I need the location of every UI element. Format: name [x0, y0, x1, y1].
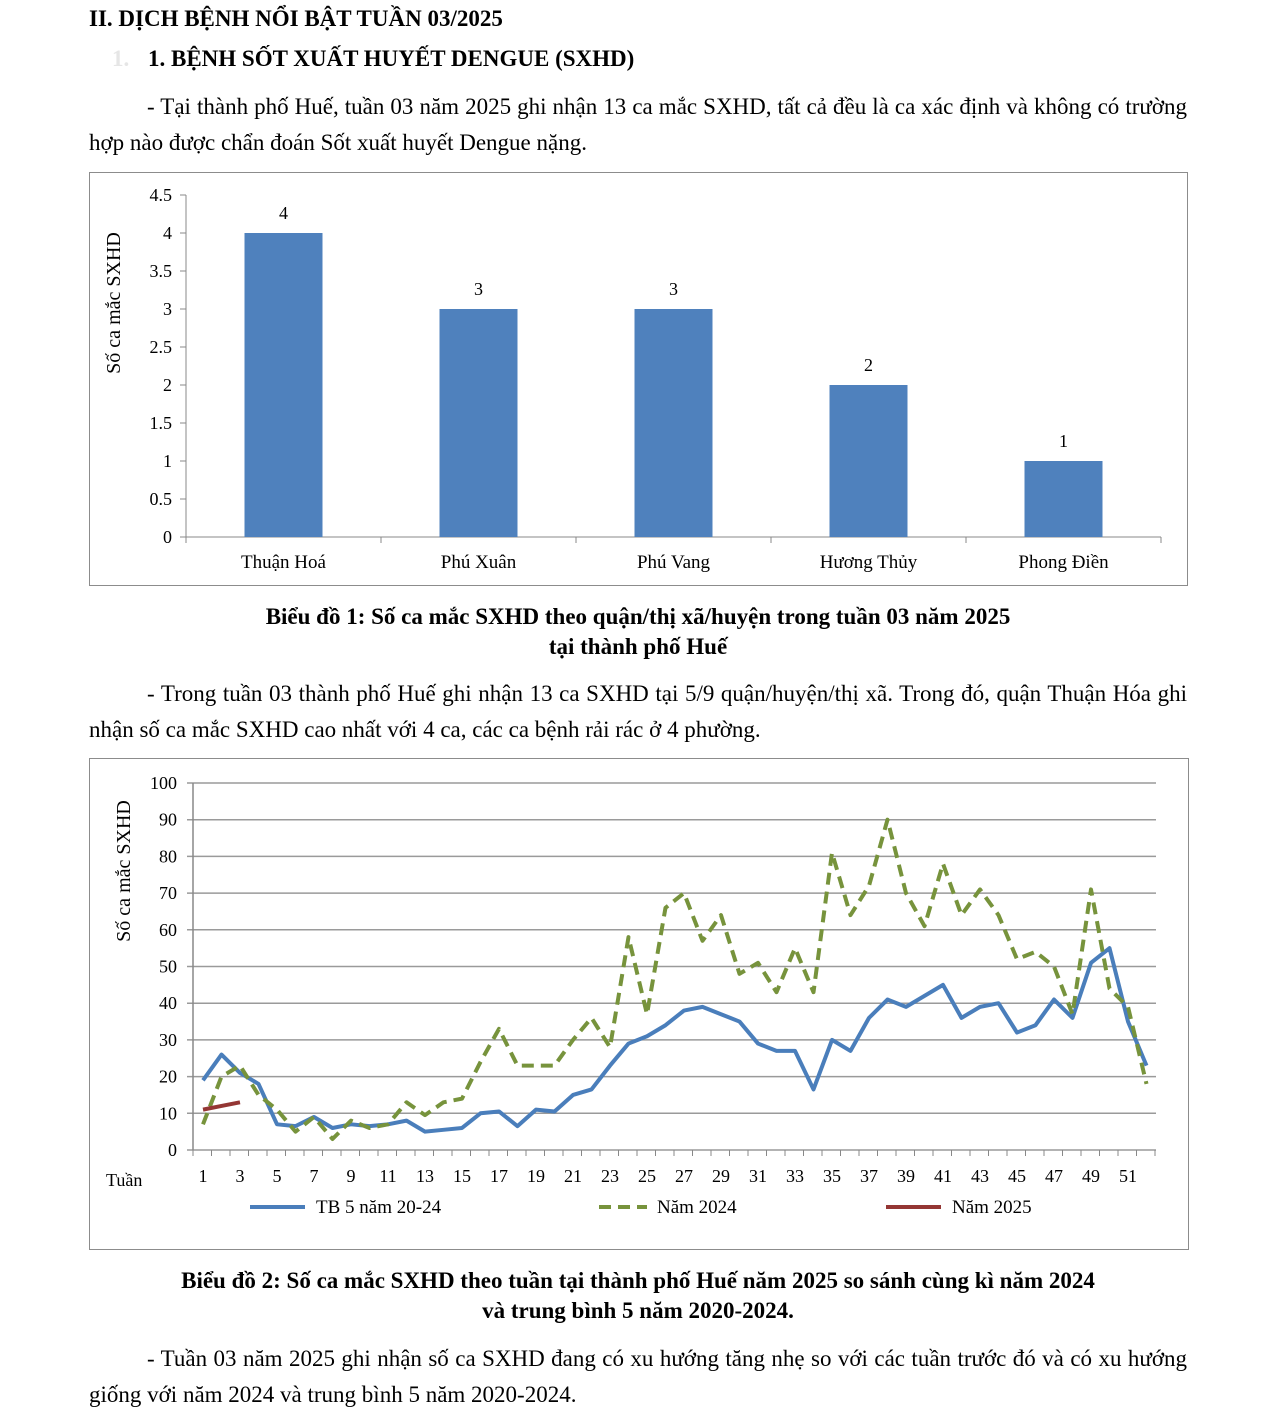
x-tick-label: 21 [564, 1166, 582, 1186]
line-chart: 0 10 20 30 40 50 60 70 80 90 100 1 3 5 7 9 11 13 15 17 19 21 2… [89, 758, 1189, 1250]
data-label: 2 [864, 355, 873, 375]
x-tick-label: 15 [453, 1166, 471, 1186]
legend-label: TB 5 năm 20-24 [316, 1197, 442, 1218]
bar [634, 309, 713, 537]
y-tick-label: 10 [159, 1103, 177, 1123]
legend-label: Năm 2025 [952, 1197, 1032, 1218]
x-tick-label: 1 [199, 1166, 208, 1186]
x-tick-label: Phú Xuân [441, 552, 517, 573]
series-line [202, 1100, 241, 1112]
x-tick-label: 5 [273, 1166, 282, 1186]
caption-line: Biểu đồ 1: Số ca mắc SXHD theo quận/thị … [265, 604, 1011, 629]
caption-line: tại thành phố Huế [548, 634, 728, 659]
data-label: 3 [669, 279, 678, 299]
paragraph-1: - Tại thành phố Huế, tuần 03 năm 2025 gh… [89, 94, 1187, 155]
y-axis-title: Số ca mắc SXHD [113, 800, 135, 942]
x-tick-label: 41 [934, 1166, 952, 1186]
bar [829, 385, 908, 537]
y-tick-label: 4.5 [150, 185, 173, 205]
subsection-title: 1. BỆNH SỐT XUẤT HUYẾT DENGUE (SXHD) [148, 46, 635, 71]
x-tick-label: 7 [310, 1166, 319, 1186]
x-tick-label: Thuận Hoá [241, 552, 327, 573]
bar [1024, 461, 1103, 537]
y-tick-label: 2 [163, 375, 172, 395]
x-tick-label: 35 [823, 1166, 841, 1186]
bar-chart: 0 0.5 1 1.5 2 2.5 3 3.5 4 4.5 4 Thuận Hoá 3 Phú Xuân 3… [89, 172, 1188, 586]
caption-line: Biểu đồ 2: Số ca mắc SXHD theo tuần tại … [181, 1268, 1095, 1293]
x-tick-label: 27 [675, 1166, 693, 1186]
x-tick-label: 17 [490, 1166, 508, 1186]
x-tick-label: 13 [416, 1166, 434, 1186]
x-tick-label: 37 [860, 1166, 878, 1186]
legend-label: Năm 2024 [657, 1197, 737, 1218]
x-tick-label: Phú Vang [637, 552, 711, 573]
y-tick-label: 0.5 [150, 489, 173, 509]
x-tick-label: Phong Điền [1018, 552, 1109, 573]
x-tick-label: Hương Thủy [820, 552, 918, 573]
bar-chart-svg: 0 0.5 1 1.5 2 2.5 3 3.5 4 4.5 4 Thuận Hoá 3 Phú Xuân 3… [103, 185, 1162, 573]
x-tick-label: 19 [527, 1166, 545, 1186]
x-tick-label: 11 [379, 1166, 396, 1186]
x-tick-label: 25 [638, 1166, 656, 1186]
x-tick-label: 23 [601, 1166, 619, 1186]
y-axis-title: Số ca mắc SXHD [103, 232, 125, 374]
y-tick-label: 4 [163, 223, 172, 243]
x-axis-title: Tuần [106, 1170, 142, 1190]
y-tick-label: 1 [163, 451, 172, 471]
x-tick-label: 45 [1008, 1166, 1026, 1186]
y-tick-label: 0 [168, 1140, 177, 1160]
x-tick-label: 3 [236, 1166, 245, 1186]
y-tick-label: 80 [159, 846, 177, 866]
data-label: 1 [1059, 431, 1068, 451]
y-tick-label: 40 [159, 993, 177, 1013]
bar [439, 309, 518, 537]
y-tick-label: 100 [150, 773, 177, 793]
x-tick-label: 33 [786, 1166, 804, 1186]
x-tick-label: 49 [1082, 1166, 1100, 1186]
y-tick-label: 30 [159, 1030, 177, 1050]
y-tick-label: 50 [159, 957, 177, 977]
caption-line: và trung bình 5 năm 2020-2024. [482, 1298, 794, 1323]
x-tick-label: 47 [1045, 1166, 1063, 1186]
data-label: 4 [279, 203, 288, 223]
section-title: II. DỊCH BỆNH NỔI BẬT TUẦN 03/2025 [89, 6, 503, 31]
bar [244, 233, 323, 537]
y-tick-label: 3.5 [150, 261, 173, 281]
x-tick-label: 51 [1119, 1166, 1137, 1186]
y-tick-label: 90 [159, 810, 177, 830]
y-tick-label: 1.5 [150, 413, 173, 433]
data-label: 3 [474, 279, 483, 299]
y-tick-label: 70 [159, 883, 177, 903]
y-tick-label: 2.5 [150, 337, 173, 357]
paragraph-3: - Tuần 03 năm 2025 ghi nhận số ca SXHD đ… [89, 1346, 1187, 1407]
paragraph-2: - Trong tuần 03 thành phố Huế ghi nhận 1… [89, 681, 1187, 742]
y-tick-label: 0 [163, 527, 172, 547]
x-tick-label: 39 [897, 1166, 915, 1186]
list-number: 1. [112, 46, 130, 71]
y-tick-label: 60 [159, 920, 177, 940]
x-tick-label: 43 [971, 1166, 989, 1186]
x-tick-label: 29 [712, 1166, 730, 1186]
y-tick-label: 3 [163, 299, 172, 319]
x-tick-label: 9 [347, 1166, 356, 1186]
chart-2-caption: Biểu đồ 2: Số ca mắc SXHD theo tuần tại … [89, 1266, 1187, 1326]
chart-1-caption: Biểu đồ 1: Số ca mắc SXHD theo quận/thị … [89, 602, 1187, 662]
y-tick-label: 20 [159, 1067, 177, 1087]
x-tick-label: 31 [749, 1166, 767, 1186]
series-line [201, 817, 1149, 1141]
